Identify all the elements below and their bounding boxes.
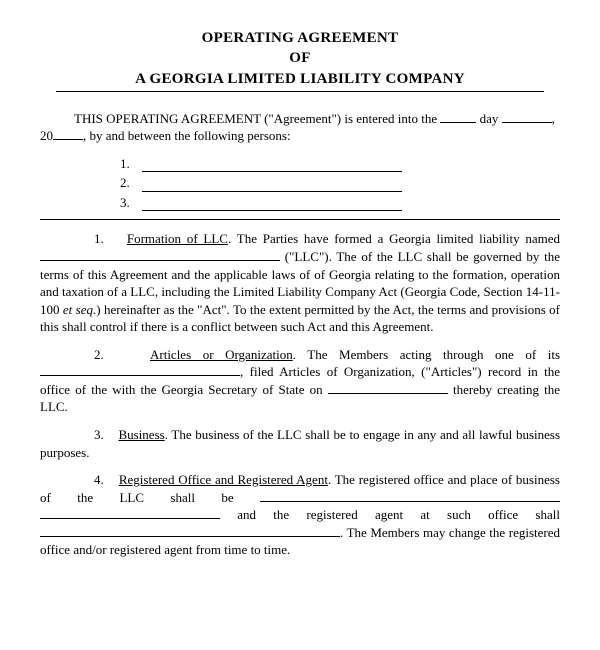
blank-filing-date bbox=[328, 393, 448, 394]
person-line-2 bbox=[142, 179, 402, 192]
sec4-title: Registered Office and Registered Agent bbox=[119, 472, 328, 487]
blank-office-2 bbox=[40, 518, 220, 519]
blank-agent bbox=[40, 536, 340, 537]
person-num-3: 3. bbox=[120, 194, 142, 212]
person-line-1 bbox=[142, 159, 402, 172]
section-4: 4. Registered Office and Registered Agen… bbox=[40, 471, 560, 559]
title-block: OPERATING AGREEMENT OF A GEORGIA LIMITED… bbox=[40, 28, 560, 92]
separator-rule bbox=[40, 219, 560, 220]
intro-pre: THIS OPERATING AGREEMENT ("Agreement") i… bbox=[74, 111, 440, 126]
sec4-t2: and the registered agent at such office … bbox=[220, 507, 560, 522]
title-underline bbox=[56, 91, 545, 92]
section-3: 3. Business. The business of the LLC sha… bbox=[40, 426, 560, 461]
title-line-3: A GEORGIA LIMITED LIABILITY COMPANY bbox=[40, 69, 560, 89]
person-row-2: 2. bbox=[120, 174, 560, 192]
title-line-2: OF bbox=[40, 48, 560, 68]
intro-post: , by and between the following persons: bbox=[83, 128, 291, 143]
sec3-title: Business bbox=[118, 427, 164, 442]
person-num-2: 2. bbox=[120, 174, 142, 192]
section-2: 2. Articles or Organization. The Members… bbox=[40, 346, 560, 416]
persons-list: 1. 2. 3. bbox=[120, 155, 560, 212]
blank-llc-name bbox=[40, 260, 280, 261]
sec2-t1: . The Members acting through one of its bbox=[293, 347, 560, 362]
intro-paragraph: THIS OPERATING AGREEMENT ("Agreement") i… bbox=[40, 110, 560, 145]
section-1: 1. Formation of LLC. The Parties have fo… bbox=[40, 230, 560, 335]
sec1-title: Formation of LLC bbox=[127, 231, 228, 246]
person-row-1: 1. bbox=[120, 155, 560, 173]
title-line-1: OPERATING AGREEMENT bbox=[40, 28, 560, 48]
person-num-1: 1. bbox=[120, 155, 142, 173]
sec1-t2: ("LLC"). The bbox=[280, 249, 361, 264]
sec3-num: 3. bbox=[94, 427, 104, 442]
sec4-num: 4. bbox=[94, 472, 104, 487]
sec4-t3: . The Members may change the registered … bbox=[40, 525, 560, 558]
person-row-3: 3. bbox=[120, 194, 560, 212]
blank-year bbox=[53, 139, 83, 140]
person-line-3 bbox=[142, 198, 402, 211]
blank-month bbox=[502, 122, 552, 123]
sec1-etseq: et seq. bbox=[63, 302, 96, 317]
sec1-t1: . The Parties have formed a Georgia limi… bbox=[228, 231, 560, 246]
blank-office-1 bbox=[260, 501, 560, 502]
sec2-num: 2. bbox=[94, 347, 104, 362]
intro-mid: day bbox=[476, 111, 501, 126]
blank-member bbox=[40, 375, 240, 376]
sec1-num: 1. bbox=[94, 231, 104, 246]
sec2-title: Articles or Organization bbox=[150, 347, 293, 362]
blank-day bbox=[440, 122, 476, 123]
sec1-t4: ) hereinafter as the "Act". To the exten… bbox=[40, 302, 560, 335]
